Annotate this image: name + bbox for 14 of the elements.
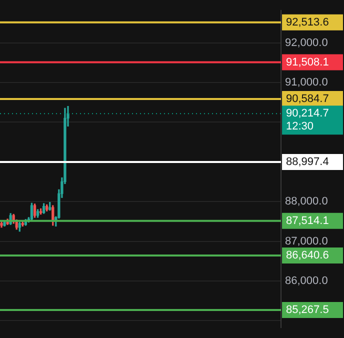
ref-line-label: 86,640.6 <box>286 250 329 262</box>
y-tick-label: 88,000.0 <box>285 196 328 208</box>
ref-line-label: 88,997.4 <box>286 156 329 168</box>
y-tick-label: 86,000.0 <box>285 274 328 287</box>
ref-line-label: 87,514.1 <box>286 214 329 227</box>
ref-line-label: 91,508.1 <box>286 56 329 68</box>
y-tick-label: 91,000.0 <box>285 76 328 88</box>
ref-line-label: 92,513.6 <box>286 16 329 28</box>
y-tick-label: 92,000.0 <box>285 36 328 49</box>
ref-line-label: 85,267.5 <box>286 304 329 316</box>
y-tick-label: 87,000.0 <box>285 235 328 248</box>
ref-line-label: 90,214.7 <box>286 108 329 120</box>
text: 12:30 <box>286 120 314 133</box>
ref-line-label: 90,584.7 <box>286 92 329 105</box>
